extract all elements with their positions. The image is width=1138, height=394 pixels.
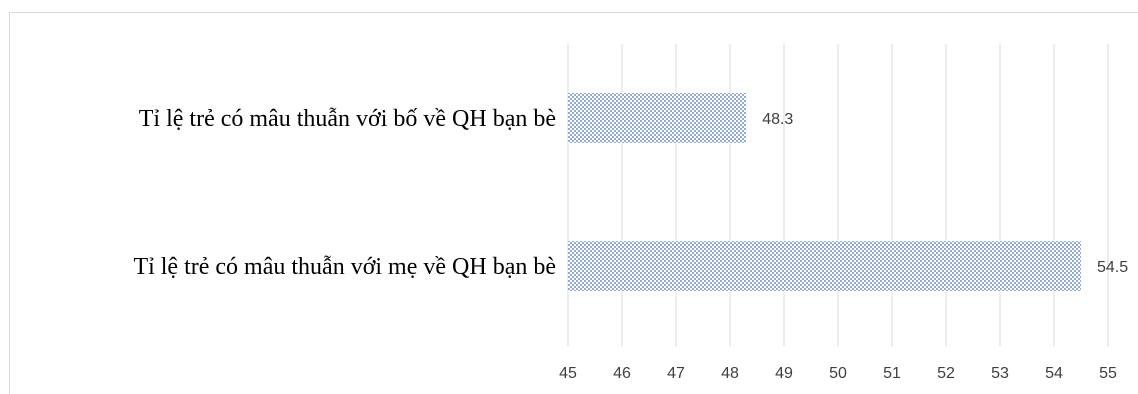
category-labels: Tỉ lệ trẻ có mâu thuẫn với bố về QH bạn …	[133, 106, 556, 280]
x-tick-label: 54	[1045, 365, 1063, 382]
x-tick-label: 51	[883, 365, 901, 382]
x-tick-label: 53	[991, 365, 1009, 382]
data-label: 48.3	[762, 111, 793, 128]
category-label: Tỉ lệ trẻ có mâu thuẫn với mẹ về QH bạn …	[133, 254, 556, 280]
x-tick-label: 45	[559, 365, 577, 382]
x-axis-tick-labels: 45 46 47 48 49 50 51 52 53 54 55	[559, 365, 1117, 382]
x-tick-label: 49	[775, 365, 793, 382]
chart-frame	[9, 12, 1138, 394]
gridlines	[567, 44, 1109, 346]
x-tick-label: 52	[937, 365, 955, 382]
x-tick-label: 55	[1099, 365, 1117, 382]
x-tick-label: 50	[829, 365, 847, 382]
x-tick-label: 46	[613, 365, 631, 382]
data-label: 54.5	[1097, 259, 1128, 276]
x-tick-label: 48	[721, 365, 739, 382]
bar	[568, 93, 747, 143]
data-labels: 48.3 54.5	[762, 111, 1128, 276]
x-tick-label: 47	[667, 365, 685, 382]
bars	[568, 93, 1081, 291]
bar	[568, 241, 1081, 291]
category-label: Tỉ lệ trẻ có mâu thuẫn với bố về QH bạn …	[139, 106, 556, 132]
